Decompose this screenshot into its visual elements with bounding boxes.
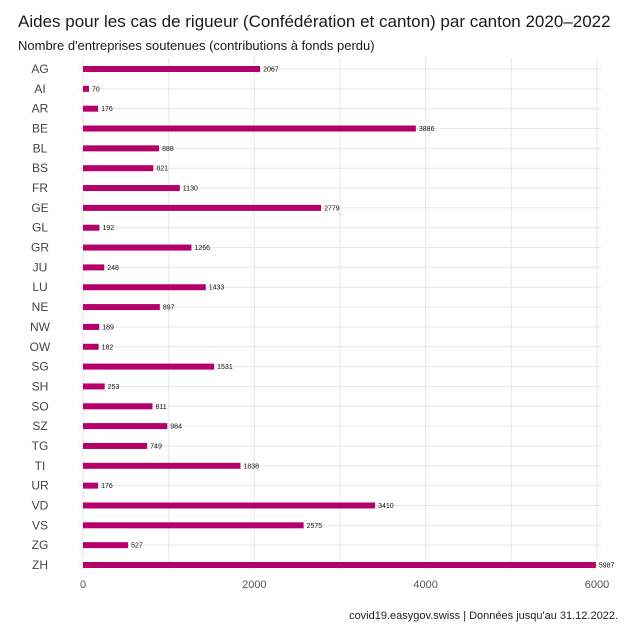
bar-vs [83, 522, 304, 529]
category-label: VS [32, 518, 48, 532]
value-label: 2779 [324, 205, 340, 212]
value-label: 182 [102, 344, 114, 351]
category-label: SO [31, 399, 48, 413]
category-label: BE [32, 122, 48, 136]
bar-sg [83, 363, 215, 370]
bar-ur [83, 482, 99, 489]
bar-gl [83, 224, 100, 231]
category-label: LU [32, 280, 47, 294]
value-label: 192 [102, 225, 114, 232]
category-label: BS [32, 161, 48, 175]
category-label: SG [31, 360, 48, 374]
value-label: 1433 [209, 285, 225, 292]
value-label: 811 [155, 404, 166, 411]
chart-subtitle: Nombre d'entreprises soutenues (contribu… [18, 38, 375, 53]
category-label: BL [33, 141, 48, 155]
bar-sh [83, 383, 105, 390]
category-label: AR [32, 102, 49, 116]
x-tick-label: 6000 [585, 579, 609, 591]
category-label: ZG [32, 538, 49, 552]
value-label: 5987 [599, 563, 615, 570]
value-label: 888 [162, 146, 174, 153]
value-label: 897 [163, 305, 175, 312]
gridlines [79, 58, 601, 570]
bar-zg [83, 542, 129, 549]
bar-ne [83, 304, 160, 311]
value-label: 1531 [217, 364, 233, 371]
value-label: 253 [108, 384, 120, 391]
category-label: AG [31, 62, 48, 76]
category-label: GE [31, 201, 48, 215]
value-label: 749 [150, 443, 162, 450]
labels: 0 2000 4000 6000 AG 2067 AI 70 AR 176 BE 3886 BL 888 B… [30, 62, 615, 591]
category-label: FR [32, 181, 48, 195]
chart-title: Aides pour les cas de rigueur (Confédéra… [18, 12, 611, 31]
value-label: 189 [102, 324, 114, 331]
category-label: ZH [32, 558, 48, 572]
bar-fr [83, 185, 180, 192]
bar-vd [83, 502, 376, 509]
value-label: 176 [101, 483, 113, 490]
value-label: 248 [107, 265, 119, 272]
bar-ju [83, 264, 105, 271]
x-tick-label: 4000 [413, 579, 437, 591]
category-label: GL [32, 221, 48, 235]
x-tick-label: 2000 [242, 579, 266, 591]
value-label: 2575 [307, 523, 323, 530]
value-label: 527 [131, 543, 143, 550]
category-label: UR [31, 479, 49, 493]
x-tick-label: 0 [80, 579, 86, 591]
value-label: 70 [92, 86, 100, 93]
value-label: 1130 [183, 186, 198, 193]
bar-ag [83, 66, 261, 72]
value-label: 3886 [419, 126, 435, 133]
category-label: TI [35, 459, 46, 473]
bar-zh [83, 562, 596, 568]
chart-caption: covid19.easygov.swiss | Données jusqu'au… [349, 610, 618, 622]
bar-ow [83, 343, 99, 350]
category-label: TG [32, 439, 49, 453]
category-label: GR [31, 241, 49, 255]
value-label: 1266 [194, 245, 210, 252]
value-label: 176 [101, 106, 113, 113]
bar-be [83, 125, 416, 132]
bars [83, 66, 596, 568]
category-label: NE [32, 300, 49, 314]
category-label: SZ [32, 419, 47, 433]
category-label: SH [32, 379, 49, 393]
bar-ar [83, 105, 99, 112]
category-label: NW [30, 320, 51, 334]
category-label: VD [32, 498, 49, 512]
value-label: 1838 [243, 463, 259, 470]
value-label: 821 [156, 166, 168, 173]
bar-lu [83, 284, 206, 291]
bar-so [83, 403, 153, 410]
bar-bl [83, 145, 160, 152]
category-label: JU [33, 260, 48, 274]
bar-ai [83, 85, 89, 92]
bar-nw [83, 323, 100, 330]
value-label: 2067 [263, 67, 279, 74]
value-label: 3410 [378, 503, 394, 510]
bar-tg [83, 442, 148, 449]
bar-sz [83, 423, 168, 430]
bar-ge [83, 204, 322, 211]
bar-ti [83, 462, 241, 469]
bar-gr [83, 244, 192, 251]
category-label: AI [34, 82, 45, 96]
category-label: OW [30, 340, 51, 354]
bar-bs [83, 165, 154, 172]
value-label: 984 [170, 424, 182, 431]
